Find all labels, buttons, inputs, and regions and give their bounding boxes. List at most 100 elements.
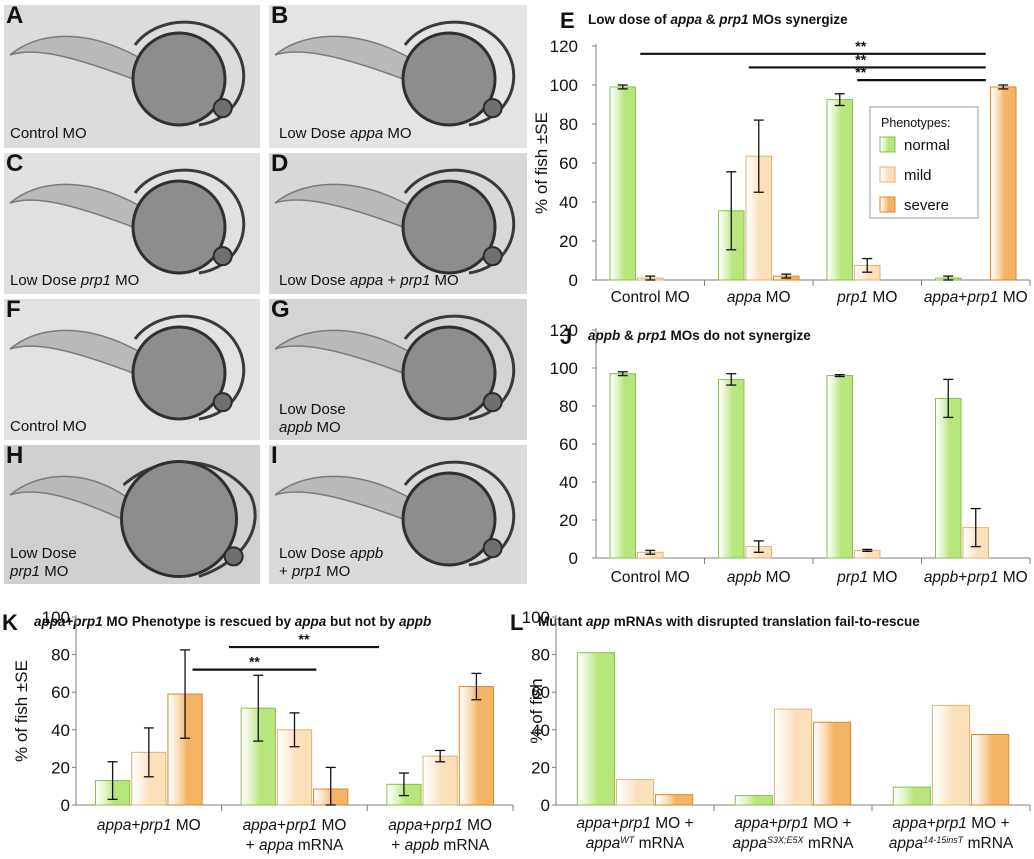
photo-panel-d: D (269, 153, 527, 294)
panel-letter: E (560, 8, 575, 33)
bar-normal (826, 99, 854, 281)
legend-swatch-normal (879, 136, 896, 153)
photo-panel-h: H (4, 445, 260, 584)
bar-normal (892, 786, 931, 806)
y-tick-label: 0 (569, 549, 578, 568)
bar-severe (655, 794, 694, 806)
photo-panel-i: I (269, 445, 527, 584)
y-tick-label: 100 (550, 76, 578, 95)
photo-panel-c: C (4, 153, 260, 294)
panel-letter: B (271, 5, 289, 29)
y-axis-label: % of fish (527, 678, 546, 743)
panel-letter: K (2, 610, 18, 635)
category-label: appaWT mRNA (586, 835, 685, 852)
chart-l: L Mutant app mRNAs with disrupted transla… (510, 608, 1031, 852)
significance-label: ** (855, 51, 866, 67)
category-label: appb MO (727, 569, 791, 586)
y-tick-label: 0 (61, 796, 70, 815)
photo-caption: Low Dose appa + prp1 MO (279, 272, 459, 289)
y-tick-label: 80 (559, 115, 578, 134)
y-tick-label: 60 (51, 683, 70, 702)
photo-caption: Control MO (10, 125, 87, 142)
legend: Phenotypes: normal mild severe (869, 106, 979, 219)
photo-caption: Low Dose appa MO (279, 125, 412, 142)
significance-label: ** (299, 631, 310, 647)
bar-mild (615, 779, 655, 806)
photo-caption: Low Dose appb + prp1 MO (279, 545, 384, 580)
y-tick-label: 20 (559, 232, 578, 251)
photo-panel-f: F (4, 299, 260, 440)
y-tick-label: 80 (531, 646, 550, 665)
bar-severe (989, 86, 1017, 281)
y-tick-label: 60 (559, 435, 578, 454)
panel-letter: A (6, 5, 24, 29)
bar-mild (773, 708, 813, 806)
category-label: appa+prp1 MO (97, 817, 201, 834)
y-tick-label: 40 (531, 721, 550, 740)
y-tick-label: 20 (531, 758, 550, 777)
chart-title: appa+prp1 MO Phenotype is rescued by app… (34, 614, 431, 629)
y-tick-label: 100 (42, 608, 70, 627)
y-tick-label: 120 (550, 37, 578, 56)
bar-normal (718, 378, 745, 559)
legend-swatch-mild (879, 166, 896, 183)
y-tick-label: 100 (522, 608, 550, 627)
category-label: appa+prp1 MO + (734, 815, 851, 832)
category-label: appa+prp1 MO + (892, 815, 1009, 832)
category-label: appa+prp1 MO (388, 817, 492, 834)
y-tick-label: 40 (559, 473, 578, 492)
embryo-icon (274, 460, 516, 567)
chart-title: Mutant app mRNAs with disrupted translat… (538, 614, 920, 629)
embryo-icon (274, 168, 516, 275)
category-label: appa MO (727, 289, 791, 306)
category-label: appa+prp1 MO (924, 289, 1028, 306)
panel-letter: G (271, 299, 290, 323)
legend-title: Phenotypes: (881, 116, 951, 130)
significance-label: ** (249, 654, 260, 670)
bar-normal (609, 86, 637, 281)
category-label: prp1 MO (836, 289, 897, 306)
photo-caption: Low Dose appb MO (279, 401, 346, 436)
y-tick-label: 0 (541, 796, 550, 815)
bar-normal (576, 652, 615, 806)
y-tick-label: 60 (531, 683, 550, 702)
category-label: prp1 MO (836, 569, 897, 586)
category-label: Control MO (611, 289, 690, 306)
bar-mild (422, 755, 458, 806)
category-label: Control MO (611, 569, 690, 586)
legend-label: mild (904, 167, 932, 184)
y-tick-label: 60 (559, 154, 578, 173)
chart-title: Low dose of appa & prp1 MOs synergize (588, 12, 848, 27)
panel-letter: I (271, 445, 278, 469)
photo-panel-a: A (4, 5, 260, 148)
panel-letter: J (560, 324, 572, 349)
category-label: appa14-15insT mRNA (889, 835, 1014, 852)
embryo-icon (9, 460, 257, 578)
y-tick-label: 100 (550, 359, 578, 378)
y-tick-label: 20 (559, 511, 578, 530)
bar-normal (826, 375, 854, 559)
chart-title: appb & prp1 MOs do not synergize (588, 328, 811, 343)
panel-letter: H (6, 445, 24, 469)
panel-letter: C (6, 153, 24, 177)
embryo-icon (9, 168, 246, 275)
legend-label: normal (904, 137, 950, 154)
y-tick-label: 40 (559, 193, 578, 212)
significance-label: ** (855, 64, 866, 80)
panel-letter: L (510, 610, 523, 635)
photo-caption: Low Dose prp1 MO (10, 272, 140, 289)
photo-panel-b: B (269, 5, 527, 148)
y-tick-label: 0 (569, 271, 578, 290)
y-tick-label: 120 (550, 321, 578, 340)
bar-severe (971, 734, 1010, 806)
legend-label: severe (904, 197, 949, 214)
panel-letter: F (6, 299, 21, 323)
embryo-icon (274, 20, 516, 127)
y-tick-label: 80 (559, 397, 578, 416)
bar-normal (935, 397, 962, 559)
bar-normal (734, 795, 773, 806)
bar-mild (931, 704, 971, 806)
category-label: appa+prp1 MO + (576, 815, 693, 832)
